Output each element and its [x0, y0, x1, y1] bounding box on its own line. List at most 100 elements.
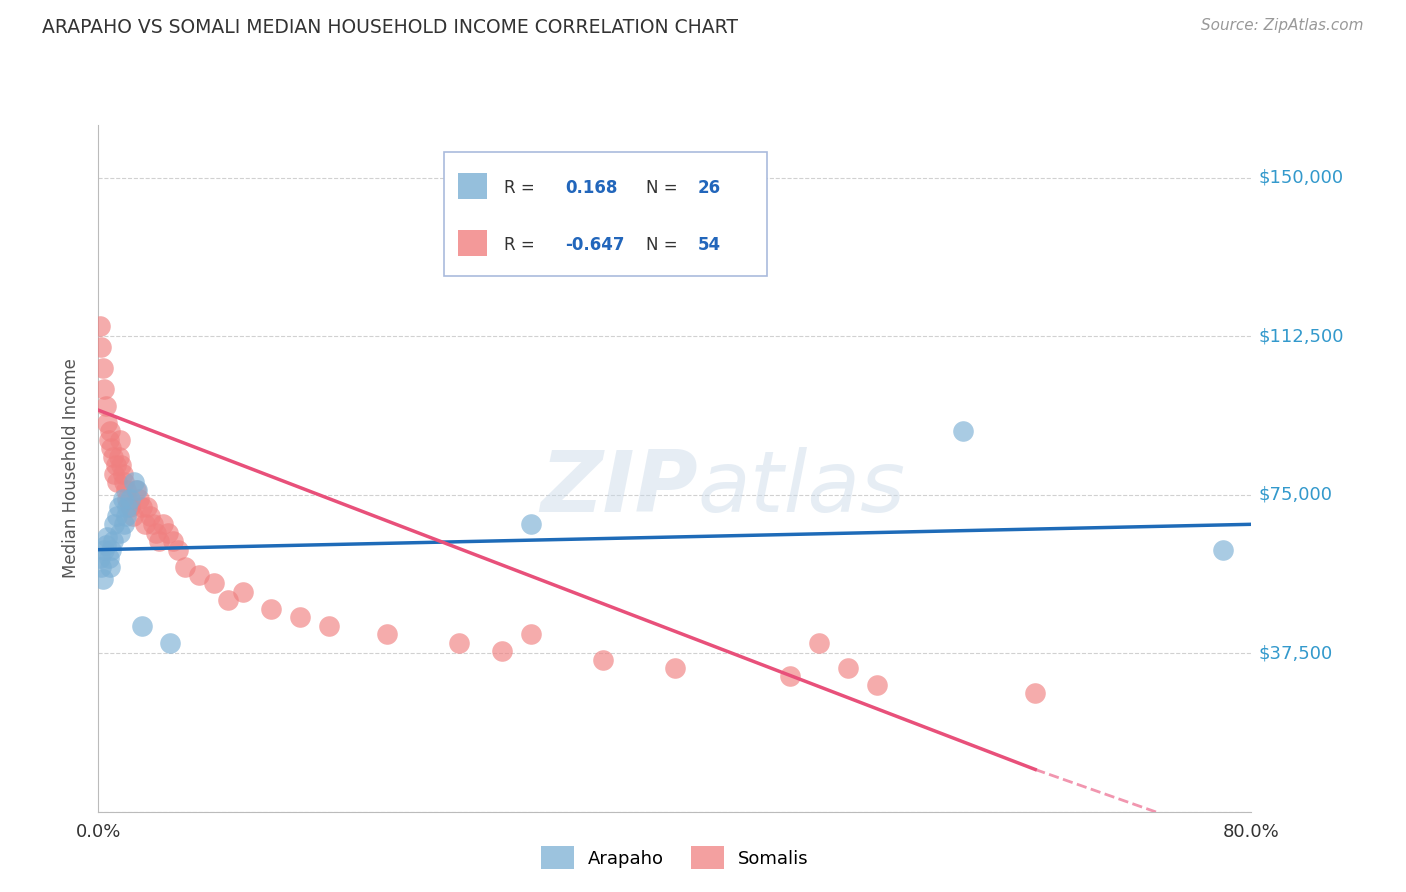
Point — [89, 551, 111, 566]
FancyBboxPatch shape — [458, 173, 486, 199]
Text: atlas: atlas — [697, 448, 905, 531]
Point — [110, 458, 132, 472]
Point — [90, 559, 112, 574]
Point — [96, 416, 118, 430]
Point — [139, 508, 162, 523]
Point — [94, 538, 117, 552]
Point — [93, 382, 115, 396]
Point — [156, 525, 179, 540]
Point — [290, 610, 312, 624]
Point — [108, 433, 131, 447]
Point — [120, 500, 142, 515]
Point — [779, 669, 801, 683]
Point — [93, 542, 115, 557]
Text: $37,500: $37,500 — [1258, 644, 1333, 662]
Text: 26: 26 — [697, 179, 721, 197]
Point — [108, 525, 131, 540]
Point — [94, 399, 117, 413]
Point — [105, 475, 128, 489]
Point — [100, 441, 122, 455]
Point — [127, 483, 149, 498]
Text: $150,000: $150,000 — [1258, 169, 1344, 186]
Point — [98, 559, 121, 574]
Point — [131, 619, 153, 633]
Text: $112,500: $112,500 — [1258, 327, 1344, 345]
Point — [103, 517, 125, 532]
Point — [807, 635, 830, 649]
Point — [520, 517, 543, 532]
Text: ARAPAHO VS SOMALI MEDIAN HOUSEHOLD INCOME CORRELATION CHART: ARAPAHO VS SOMALI MEDIAN HOUSEHOLD INCOM… — [42, 18, 738, 37]
Point — [124, 475, 146, 489]
Point — [111, 467, 134, 481]
Point — [166, 542, 188, 557]
Point — [145, 525, 167, 540]
Point — [318, 619, 340, 633]
Point — [111, 491, 134, 506]
Point — [260, 602, 283, 616]
Point — [837, 661, 859, 675]
Point — [120, 491, 142, 506]
Point — [117, 500, 138, 515]
Point — [97, 433, 120, 447]
Text: R =: R = — [505, 236, 536, 254]
Point — [97, 551, 120, 566]
Point — [188, 568, 211, 582]
Legend: Arapaho, Somalis: Arapaho, Somalis — [531, 838, 818, 879]
Point — [112, 475, 135, 489]
Point — [114, 483, 136, 498]
Point — [105, 508, 128, 523]
Text: N =: N = — [647, 179, 678, 197]
Text: $75,000: $75,000 — [1258, 486, 1333, 504]
Text: R =: R = — [505, 179, 536, 197]
Point — [91, 360, 114, 375]
Point — [104, 458, 127, 472]
Text: -0.647: -0.647 — [565, 236, 624, 254]
Point — [174, 559, 197, 574]
Text: 54: 54 — [697, 236, 721, 254]
Y-axis label: Median Household Income: Median Household Income — [62, 359, 80, 578]
Text: N =: N = — [647, 236, 678, 254]
Point — [100, 542, 122, 557]
Point — [162, 534, 184, 549]
Point — [491, 644, 513, 658]
Point — [90, 340, 112, 354]
Point — [148, 534, 170, 549]
Point — [142, 517, 165, 532]
Point — [202, 576, 225, 591]
FancyBboxPatch shape — [444, 153, 768, 276]
Point — [122, 508, 145, 523]
Point — [520, 627, 543, 641]
Point — [134, 517, 156, 532]
Point — [96, 530, 118, 544]
Text: 0.168: 0.168 — [565, 179, 617, 197]
Point — [114, 508, 136, 523]
Point — [152, 517, 174, 532]
Point — [952, 425, 974, 439]
Text: ZIP: ZIP — [540, 448, 697, 531]
Point — [112, 517, 135, 532]
Point — [1024, 686, 1046, 700]
Point — [89, 318, 111, 333]
Point — [136, 500, 159, 515]
Point — [866, 678, 889, 692]
Point — [101, 534, 124, 549]
Point — [98, 425, 121, 439]
Point — [128, 491, 150, 506]
Point — [217, 593, 239, 607]
Point — [117, 491, 138, 506]
Point — [91, 572, 114, 586]
FancyBboxPatch shape — [458, 230, 486, 256]
Point — [592, 652, 614, 666]
Point — [131, 500, 153, 515]
Point — [107, 450, 129, 464]
Point — [101, 450, 124, 464]
Point — [375, 627, 398, 641]
Point — [125, 483, 148, 498]
Point — [107, 500, 129, 515]
Point — [1212, 542, 1234, 557]
Point — [664, 661, 686, 675]
Text: Source: ZipAtlas.com: Source: ZipAtlas.com — [1201, 18, 1364, 33]
Point — [103, 467, 125, 481]
Point — [231, 585, 254, 599]
Point — [447, 635, 470, 649]
